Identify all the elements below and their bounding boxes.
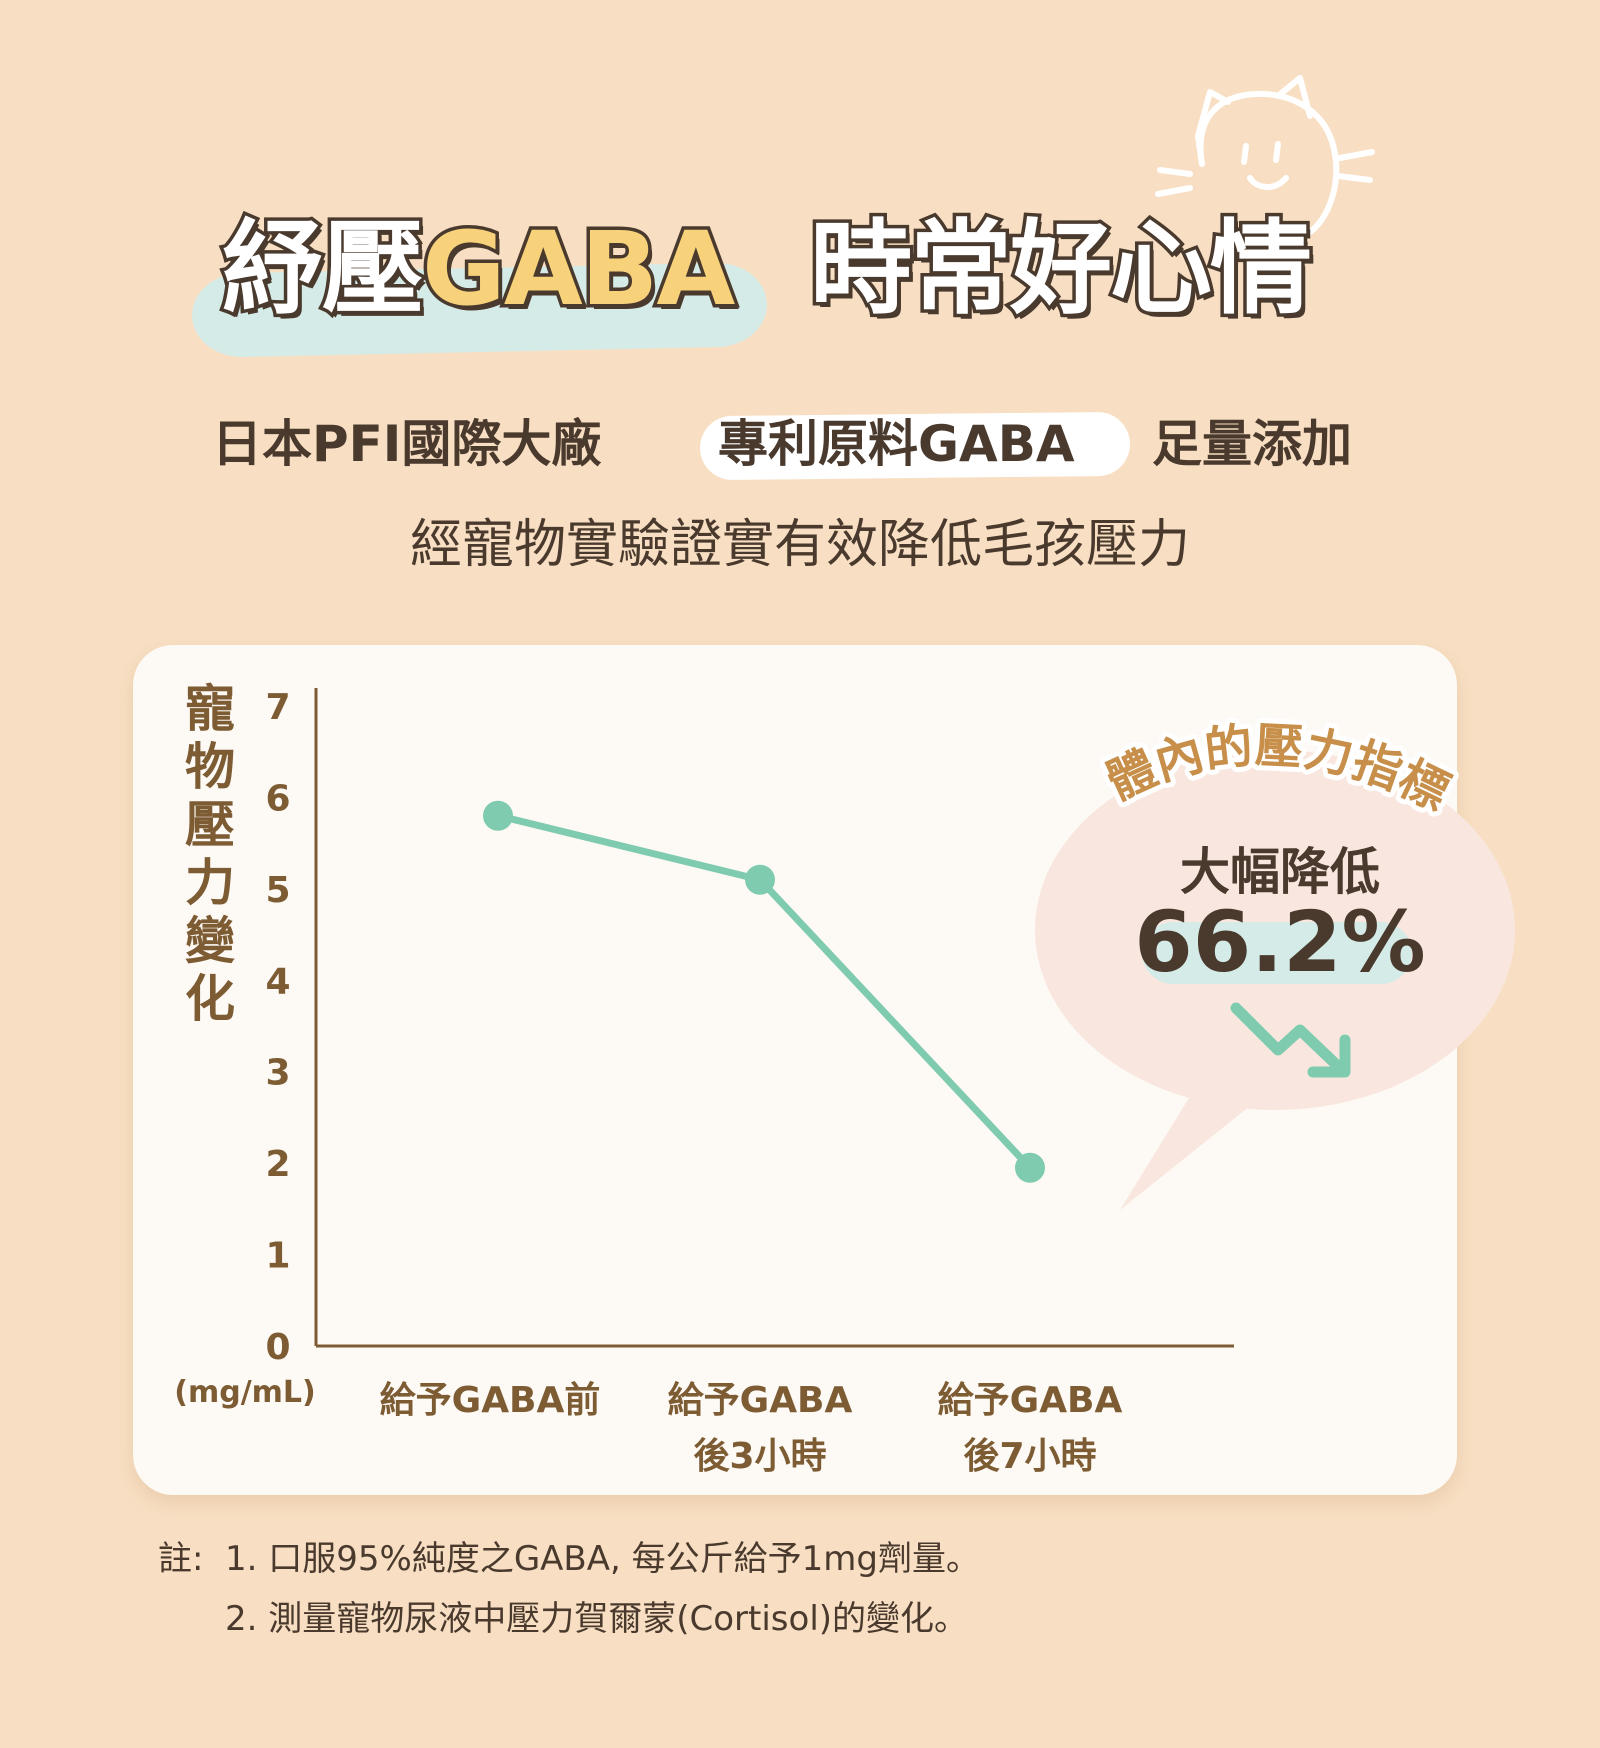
data-point-0 <box>483 800 513 831</box>
cat-doodle-icon <box>1155 75 1375 236</box>
y-axis-label: 寵物壓力變化 <box>185 680 235 1028</box>
y-tick-label-1: 1 <box>265 1236 290 1277</box>
subtitle-left: 日本PFI國際大廠 <box>212 415 602 473</box>
callout-tail <box>1120 1080 1270 1210</box>
note-item-1: 1. 口服95%純度之GABA, 每公斤給予1mg劑量。 <box>225 1539 980 1579</box>
callout-value: 66.2% <box>1134 893 1426 991</box>
note-item-2: 2. 測量寵物尿液中壓力賀爾蒙(Cortisol)的變化。 <box>225 1599 969 1639</box>
x-tick-label-0: 給予GABA前 <box>379 1380 601 1421</box>
y-tick-label-5: 5 <box>265 870 290 911</box>
y-tick-label-2: 2 <box>265 1144 290 1185</box>
x-tick-label-1: 給予GABA 後3小時 <box>667 1380 853 1477</box>
page-title-left: 紓壓GABA <box>219 205 739 335</box>
notes-prefix: 註: <box>158 1539 204 1579</box>
x-tick-label-2: 給予GABA 後7小時 <box>937 1380 1123 1477</box>
y-tick-label-7: 7 <box>265 687 290 728</box>
data-point-2 <box>1015 1152 1045 1183</box>
y-tick-label-0: 0 <box>265 1327 290 1368</box>
tagline: 經寵物實驗證實有效降低毛孩壓力 <box>409 515 1190 575</box>
y-axis-unit: (mg/mL) <box>174 1375 316 1410</box>
subtitle-right: 足量添加 <box>1152 415 1352 473</box>
y-tick-label-6: 6 <box>265 778 290 819</box>
title-gaba: GABA <box>418 207 738 333</box>
callout-value-highlight <box>1142 922 1412 984</box>
y-tick-label-4: 4 <box>265 961 290 1002</box>
y-tick-label-3: 3 <box>265 1053 290 1094</box>
title-part1: 紓壓 <box>219 207 428 333</box>
data-point-1 <box>745 864 775 895</box>
page-title-right: 時常好心情 <box>807 207 1316 333</box>
subtitle-highlight-text: 專利原料GABA <box>718 415 1075 473</box>
callout-headline: 大幅降低 <box>1180 843 1380 901</box>
trend-down-arrow-icon <box>1230 1002 1351 1078</box>
